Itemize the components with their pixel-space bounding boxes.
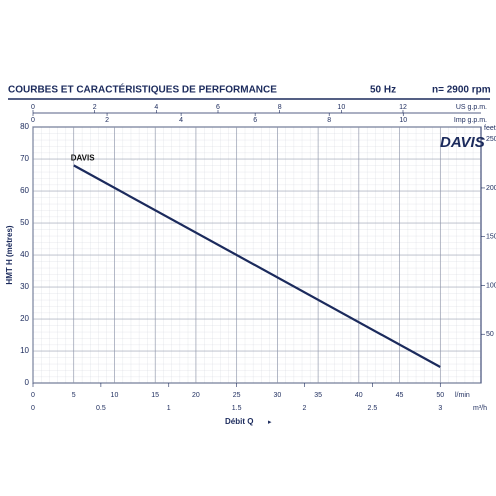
x-axis-title: Débit Q (225, 417, 253, 426)
y-tick-label: 0 (25, 378, 30, 387)
tick-label: 0.5 (96, 405, 106, 412)
axis-unit: US g.p.m. (456, 104, 487, 111)
y2-tick-label: 250 (486, 136, 496, 143)
y2-tick-label: 50 (486, 331, 494, 338)
y-tick-label: 40 (20, 250, 29, 259)
speed: n= 2900 rpm (432, 85, 491, 96)
x-tick-label: 40 (355, 392, 363, 399)
x-tick-label: 15 (151, 392, 159, 399)
x-axis-unit: l/min (455, 392, 470, 399)
tick-label: 1.5 (232, 405, 242, 412)
x-tick-label: 5 (72, 392, 76, 399)
tick-label: 10 (337, 104, 345, 111)
frequency: 50 Hz (370, 85, 396, 96)
y2-tick-label: 150 (486, 234, 496, 241)
curve-label: DAVIS (71, 154, 96, 163)
tick-label: 0 (31, 104, 35, 111)
y-tick-label: 20 (20, 314, 29, 323)
y-tick-label: 60 (20, 186, 29, 195)
x-tick-label: 30 (273, 392, 281, 399)
chart-title: COURBES ET CARACTÉRISTIQUES DE PERFORMAN… (8, 83, 277, 96)
x-tick-label: 0 (31, 392, 35, 399)
tick-label: 8 (327, 117, 331, 124)
x-tick-label: 35 (314, 392, 322, 399)
y2-tick-label: 100 (486, 282, 496, 289)
tick-label: 12 (399, 104, 407, 111)
x-tick-label: 50 (436, 392, 444, 399)
y-axis-label: HMT H (mètres) (5, 225, 14, 284)
axis-unit: m³/h (473, 405, 487, 412)
tick-label: 6 (216, 104, 220, 111)
tick-label: 0 (31, 405, 35, 412)
tick-label: 6 (253, 117, 257, 124)
y-tick-label: 30 (20, 282, 29, 291)
logo: DAVIS (440, 134, 485, 151)
x-tick-label: 25 (233, 392, 241, 399)
x-tick-label: 20 (192, 392, 200, 399)
tick-label: 8 (278, 104, 282, 111)
y-tick-label: 70 (20, 154, 29, 163)
tick-label: 4 (179, 117, 183, 124)
x-tick-label: 45 (396, 392, 404, 399)
y-tick-label: 80 (20, 122, 29, 131)
tick-label: 10 (399, 117, 407, 124)
x-axis-arrow: ▸ (268, 419, 272, 426)
tick-label: 2 (105, 117, 109, 124)
tick-label: 2.5 (368, 405, 378, 412)
y-tick-label: 50 (20, 218, 29, 227)
tick-label: 4 (154, 104, 158, 111)
y-tick-label: 10 (20, 346, 29, 355)
tick-label: 1 (167, 405, 171, 412)
tick-label: 2 (93, 104, 97, 111)
axis-unit: Imp g.p.m. (454, 117, 487, 124)
y2-tick-label: 200 (486, 185, 496, 192)
y2-axis-unit: feet (484, 125, 496, 132)
tick-label: 3 (438, 405, 442, 412)
curve (73, 164, 441, 368)
tick-label: 2 (303, 405, 307, 412)
x-tick-label: 10 (111, 392, 119, 399)
tick-label: 0 (31, 117, 35, 124)
